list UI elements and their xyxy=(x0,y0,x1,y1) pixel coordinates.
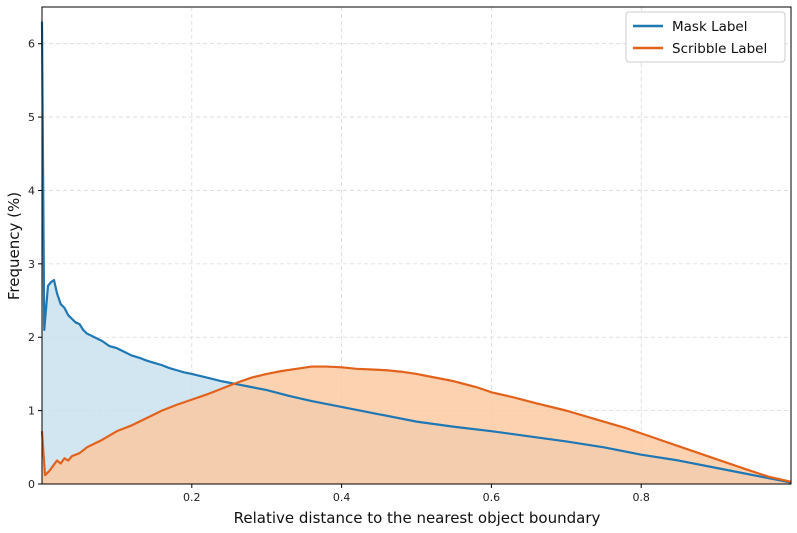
x-tick-label: 0.8 xyxy=(632,491,650,504)
y-tick-label: 1 xyxy=(28,405,35,418)
x-tick-label: 0.6 xyxy=(483,491,501,504)
y-tick-label: 0 xyxy=(28,478,35,491)
y-tick-label: 5 xyxy=(28,111,35,124)
legend-label-scribble: Scribble Label xyxy=(672,41,767,57)
y-axis-ticks: 0 1 2 3 4 5 6 xyxy=(28,38,42,491)
y-tick-label: 6 xyxy=(28,38,35,51)
legend: Mask Label Scribble Label xyxy=(625,11,786,63)
scribble-label-line xyxy=(40,365,792,483)
x-tick-label: 0.4 xyxy=(333,491,351,504)
plot-frame xyxy=(41,6,792,485)
legend-label-mask: Mask Label xyxy=(672,19,747,35)
y-tick-label: 2 xyxy=(28,331,35,344)
scribble-label-area xyxy=(42,366,791,484)
mask-label-line xyxy=(40,21,792,484)
y-tick-label: 3 xyxy=(28,258,35,271)
y-axis-title: Frequency (%) xyxy=(5,192,23,300)
x-axis-ticks: 0.2 0.4 0.6 0.8 xyxy=(183,484,650,504)
legend-box xyxy=(625,11,786,63)
x-tick-label: 0.2 xyxy=(183,491,201,504)
x-axis-title: Relative distance to the nearest object … xyxy=(234,509,601,527)
y-tick-label: 4 xyxy=(28,184,35,197)
series-lines xyxy=(40,21,792,484)
area-fills xyxy=(42,21,791,485)
